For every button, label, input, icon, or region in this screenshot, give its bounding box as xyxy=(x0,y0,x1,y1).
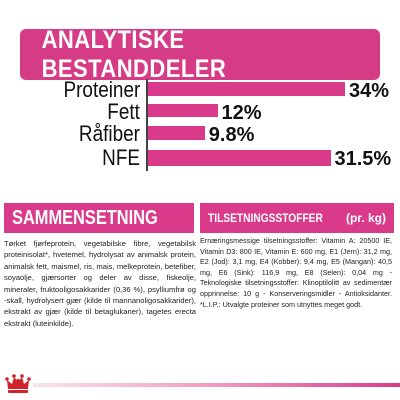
additives-heading: TILSETNINGSSTOFFER xyxy=(208,211,323,225)
nutrient-bar-proteiner xyxy=(148,82,345,96)
nutrient-bar-r-fiber xyxy=(148,126,205,140)
composition-heading: SAMMENSETNING xyxy=(12,206,158,229)
chart-axis-line xyxy=(146,79,148,171)
nutrient-value-fett: 12% xyxy=(221,102,262,124)
nutrient-bar-nfe xyxy=(148,150,331,166)
nutrient-value-r-fiber: 9.8% xyxy=(208,124,255,146)
composition-header: SAMMENSETNING xyxy=(4,203,194,233)
footer-accent-line xyxy=(33,383,400,387)
nutrient-value-proteiner: 34% xyxy=(349,80,390,102)
nutrient-bar-fett xyxy=(148,104,218,117)
additives-unit: (pr. kg) xyxy=(345,211,386,225)
nutrient-label-proteiner: Proteiner xyxy=(63,77,140,102)
additives-header: TILSETNINGSSTOFFER (pr. kg) xyxy=(200,203,394,233)
royal-canin-crown-logo xyxy=(5,374,31,393)
page-title: ANALYTISKE BESTANDDELER xyxy=(41,25,227,83)
nutrient-label-nfe: NFE xyxy=(102,145,140,170)
nutrient-value-nfe: 31.5% xyxy=(334,148,392,170)
additives-text: Ernæringsmessige tilsetningsstoffer: Vit… xyxy=(200,236,392,309)
nutrient-bar-chart: Proteiner 34% Fett 12% Råfiber 9.8% NFE 31.5% xyxy=(0,0,400,180)
nutrient-label-fett: Fett xyxy=(107,99,140,124)
nutrient-label-r-fiber: Råfiber xyxy=(79,121,140,146)
composition-text: Tørket fjørfeprotein, vegetabilske fibre… xyxy=(4,239,196,328)
title-band: ANALYTISKE BESTANDDELER xyxy=(20,25,380,83)
